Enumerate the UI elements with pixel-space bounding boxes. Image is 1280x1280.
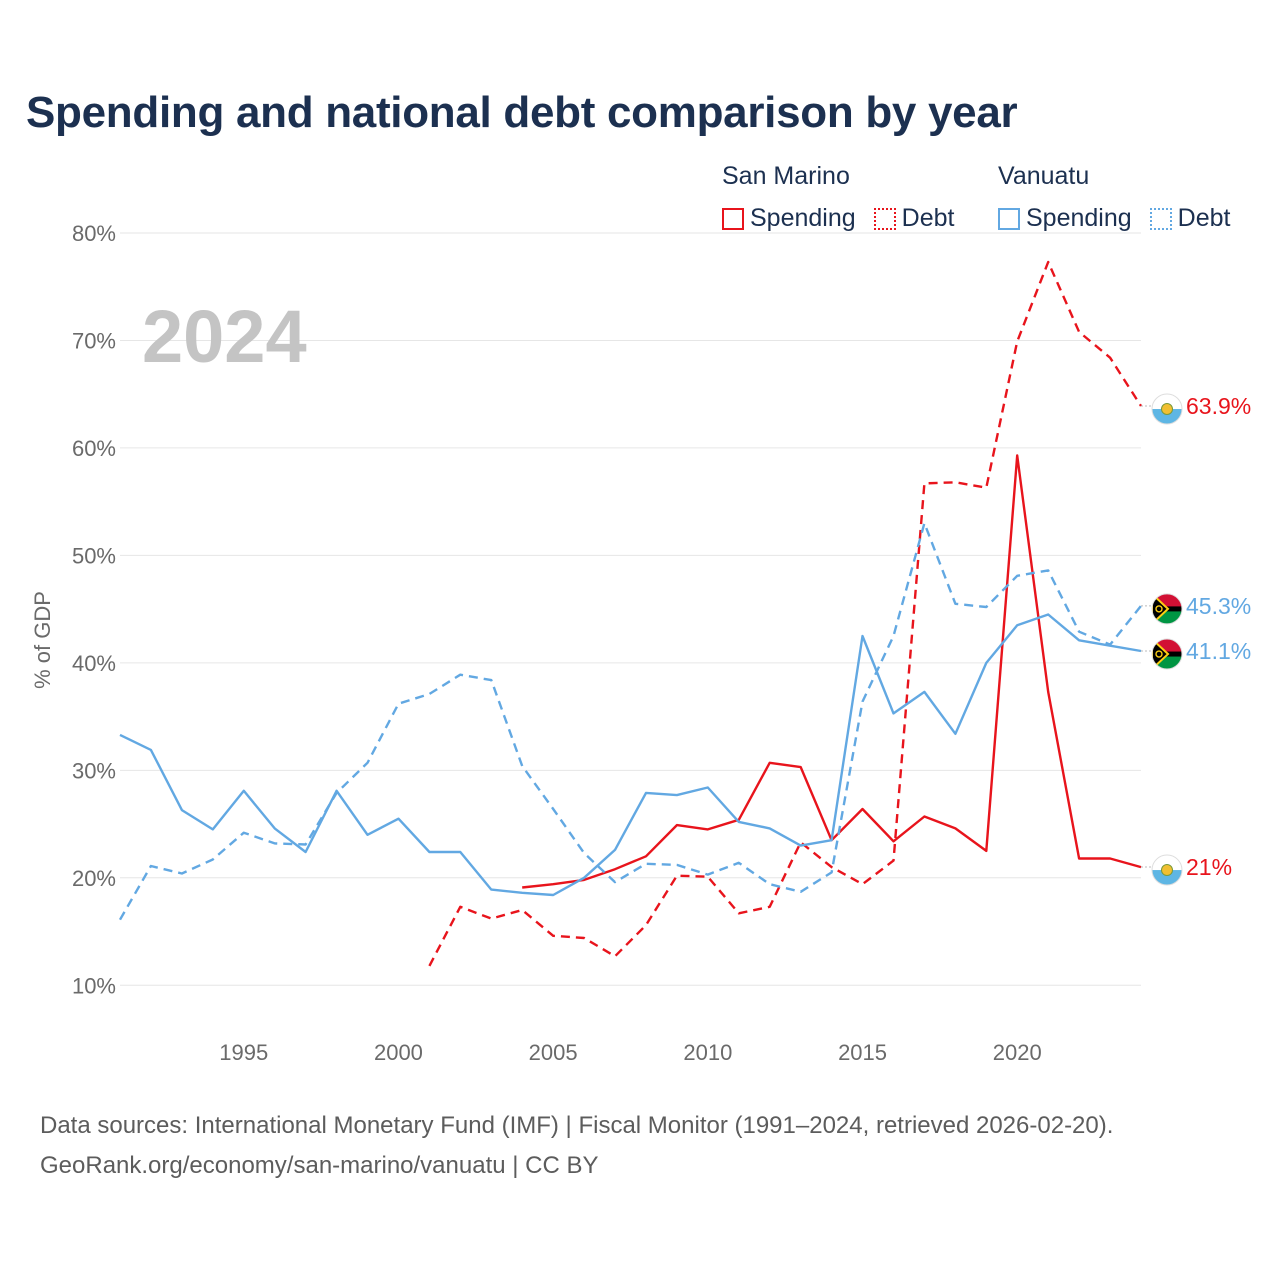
x-tick-label: 2015: [838, 1040, 887, 1065]
y-tick-label: 50%: [72, 543, 116, 568]
y-tick-label: 20%: [72, 866, 116, 891]
legend-solid-swatch: [998, 207, 1020, 230]
legend-item-vanuatu-spending[interactable]: Spending: [998, 204, 1132, 233]
y-tick-label: 30%: [72, 758, 116, 783]
footer: Data sources: International Monetary Fun…: [40, 1106, 1113, 1186]
san-marino-flag-icon: [1151, 393, 1183, 425]
line-chart: 2024 10% 20% 30% 40% 50% 60% 70% 80% 1995 2000 20…: [30, 221, 1251, 1065]
end-value-label: 21%: [1186, 854, 1232, 880]
x-tick-label: 2000: [374, 1040, 423, 1065]
legend-dotted-swatch: [873, 207, 896, 230]
legend-solid-swatch: [722, 207, 744, 230]
year-watermark: 2024: [142, 295, 307, 378]
legend-label: Debt: [901, 204, 955, 232]
y-tick-label: 10%: [72, 973, 116, 998]
y-tick-label: 60%: [72, 436, 116, 461]
series-line-san-marino-debt[interactable]: [428, 260, 1143, 967]
vanuatu-flag-icon: [1151, 638, 1183, 670]
chart-title: Spending and national debt comparison by…: [26, 88, 1018, 137]
y-tick-label: 40%: [72, 651, 116, 676]
san-marino-flag-icon: [1151, 854, 1183, 886]
vanuatu-flag-icon: [1151, 593, 1183, 625]
legend-label: Debt: [1177, 204, 1231, 232]
legend-dotted-swatch: [1149, 207, 1172, 230]
legend-group-san-marino: San Marino Spending Debt: [722, 162, 972, 233]
series-line-vanuatu-debt[interactable]: [118, 522, 1142, 921]
series-line-san-marino-spending[interactable]: [522, 454, 1142, 889]
x-axis: 1995 2000 2005 2010 2015 2020: [219, 1040, 1041, 1065]
legend-item-san-marino-spending[interactable]: Spending: [722, 204, 856, 233]
legend-label: Spending: [1026, 204, 1132, 232]
x-tick-label: 2020: [993, 1040, 1042, 1065]
y-tick-label: 80%: [72, 221, 116, 246]
x-tick-label: 2010: [683, 1040, 732, 1065]
end-markers: 21% 63.9% 41.1% 45.3%: [1141, 393, 1251, 886]
end-value-label: 45.3%: [1186, 593, 1251, 619]
y-axis-label: % of GDP: [30, 591, 55, 689]
grid-layer: [120, 232, 1141, 986]
legend-item-san-marino-debt[interactable]: Debt: [873, 204, 955, 233]
legend-group-vanuatu: Vanuatu Spending Debt: [998, 162, 1230, 233]
end-value-label: 41.1%: [1186, 638, 1251, 664]
series-line-vanuatu-spending[interactable]: [119, 613, 1142, 897]
legend-label: Spending: [750, 204, 856, 232]
legend-group-name: Vanuatu: [998, 162, 1090, 190]
y-axis: 10% 20% 30% 40% 50% 60% 70% 80%: [72, 221, 116, 998]
credit-link[interactable]: GeoRank.org/economy/san-marino/vanuatu |…: [40, 1152, 599, 1179]
x-tick-label: 1995: [219, 1040, 268, 1065]
data-sources: Data sources: International Monetary Fun…: [40, 1112, 1114, 1139]
legend-item-vanuatu-debt[interactable]: Debt: [1149, 204, 1231, 233]
legend-group-name: San Marino: [722, 162, 850, 190]
x-tick-label: 2005: [529, 1040, 578, 1065]
end-value-label: 63.9%: [1186, 393, 1251, 419]
y-tick-label: 70%: [72, 328, 116, 353]
series-layer: [118, 260, 1143, 967]
